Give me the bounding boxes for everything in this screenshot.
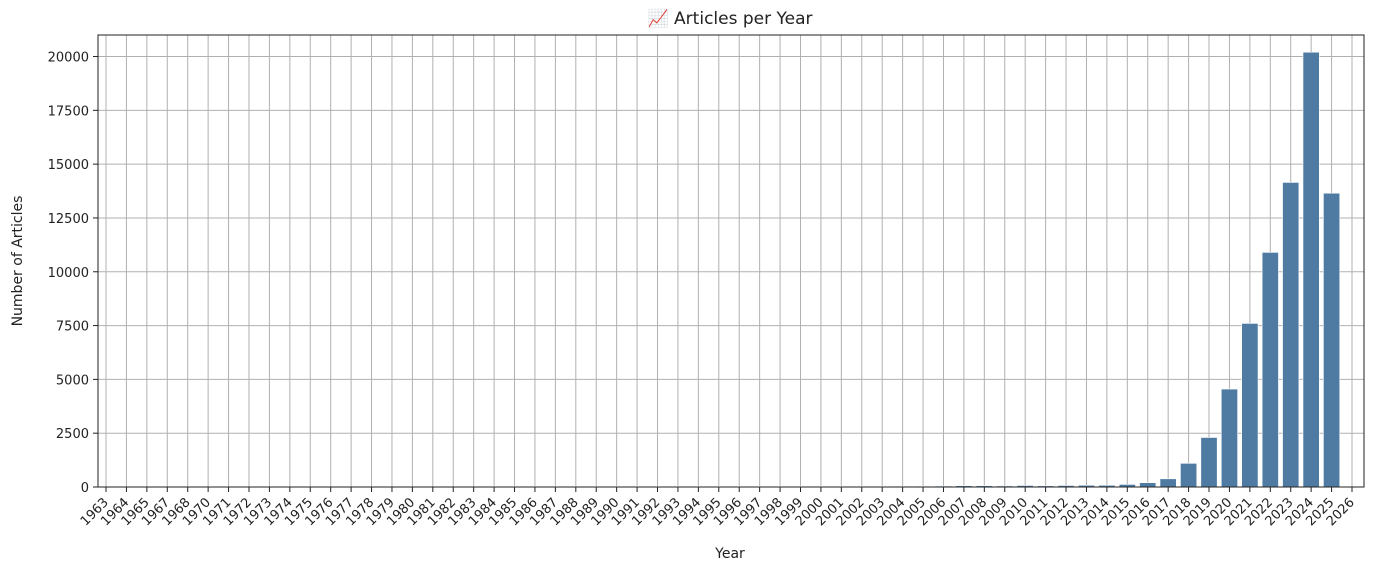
bar-2018 xyxy=(1180,463,1198,488)
bar-2025 xyxy=(1323,192,1341,488)
y-tick-label: 10000 xyxy=(48,266,89,281)
x-axis: 1963196419651967196819701971197219731974… xyxy=(78,487,1358,529)
bar-2021 xyxy=(1241,323,1259,488)
plot-frame xyxy=(97,34,1365,488)
bars xyxy=(485,51,1341,488)
y-tick-label: 20000 xyxy=(48,51,89,66)
bar-2016 xyxy=(1139,482,1157,488)
chart-title: 📈 Articles per Year xyxy=(647,8,812,29)
bar-2017 xyxy=(1159,478,1177,488)
grid xyxy=(98,35,1364,488)
bar-2022 xyxy=(1261,252,1279,488)
bar-2023 xyxy=(1282,182,1300,488)
y-axis: 0 2500 5000 7500 10000 12500 15000 17500 20000 xyxy=(48,51,98,496)
y-tick-label: 5000 xyxy=(56,373,89,388)
y-tick-label: 0 xyxy=(81,481,89,496)
bar-2024 xyxy=(1302,51,1320,488)
y-axis-label: Number of Articles xyxy=(10,196,26,327)
bar-2019 xyxy=(1200,437,1218,488)
y-tick-label: 7500 xyxy=(56,320,89,335)
bar-2020 xyxy=(1220,388,1238,488)
y-tick-label: 12500 xyxy=(48,212,89,227)
x-axis-label: Year xyxy=(714,546,745,562)
y-tick-label: 17500 xyxy=(48,104,89,119)
y-tick-label: 15000 xyxy=(48,158,89,173)
y-tick-label: 2500 xyxy=(56,427,89,442)
